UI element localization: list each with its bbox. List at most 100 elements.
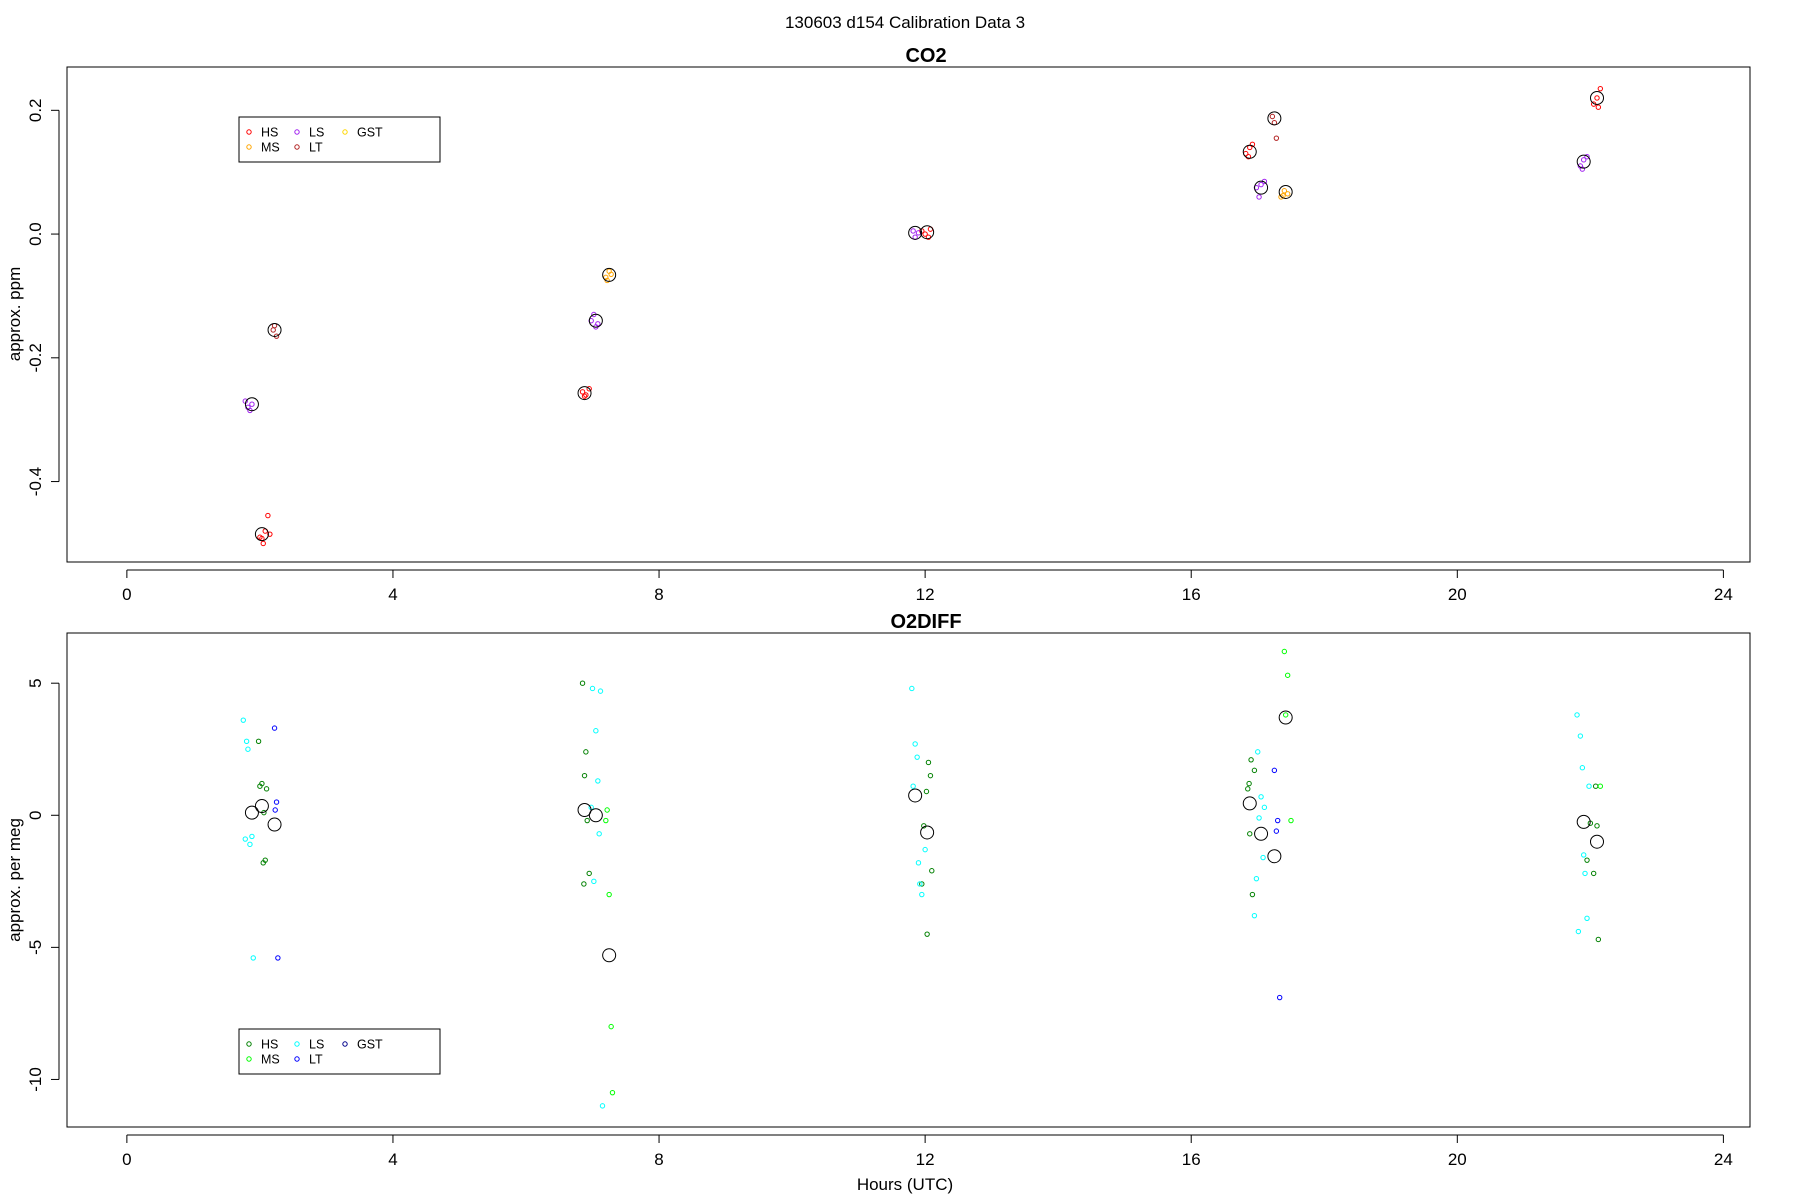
o2diff-point-ls <box>1577 733 1584 739</box>
co2-point-ls <box>1584 154 1590 160</box>
co2-axis-ticks: 0 4 8 12 16 20 24 -0.4 -0.2 0.0 0.2 <box>26 98 1733 604</box>
o2diff-point-ls <box>596 831 602 837</box>
co2-legend-marker-gst <box>342 129 348 135</box>
o2diff-legend-label-gst: GST <box>357 1038 383 1052</box>
o2diff-mean-marker <box>1590 834 1604 849</box>
o2diff-point-ls <box>1580 852 1587 858</box>
co2-point-ls <box>1579 166 1586 172</box>
o2diff-point-ls <box>1584 915 1590 922</box>
co2-mean-marker <box>1576 154 1591 169</box>
co2-y-tick-label: -0.2 <box>26 343 45 372</box>
x-axis-label: Hours (UTC) <box>857 1175 953 1194</box>
co2-point-hs <box>586 386 592 392</box>
co2-y-tick-label: 0.2 <box>26 98 45 122</box>
co2-x-tick-label: 12 <box>916 585 935 604</box>
co2-point-hs <box>922 231 928 237</box>
o2diff-point-ls <box>917 881 923 887</box>
co2-point-hs <box>1595 104 1602 110</box>
o2diff-legend-label-ms: MS <box>261 1053 280 1067</box>
o2diff-point-hs <box>925 759 932 766</box>
o2diff-point-ls <box>249 833 255 840</box>
o2diff-mean-marker <box>267 817 282 832</box>
co2-point-hs <box>583 392 589 398</box>
o2diff-mean-marker <box>908 788 923 803</box>
co2-mean-marker <box>920 225 935 240</box>
co2-point-hs <box>267 531 273 537</box>
o2diff-point-ls <box>1256 815 1262 821</box>
co2-panel: CO2 approx. ppm 0 4 8 12 16 20 24 -0.4 -0.2 0.0 0.… <box>5 45 1751 604</box>
o2diff-point-ls <box>1261 804 1268 811</box>
co2-point-ls <box>1580 157 1587 163</box>
o2diff-x-tick-label: 0 <box>122 1150 131 1169</box>
co2-point-ms <box>608 271 614 277</box>
o2diff-point-hs <box>1248 757 1254 763</box>
o2diff-point-ls <box>242 836 248 842</box>
co2-mean-markers <box>244 90 1604 542</box>
o2diff-point-hs <box>1592 783 1599 789</box>
co2-point-ls <box>1256 194 1262 200</box>
o2diff-point-ms <box>1281 648 1288 655</box>
o2diff-legend-box <box>238 1028 441 1075</box>
o2diff-y-tick-label: 5 <box>26 678 45 687</box>
o2diff-point-hs <box>255 738 262 745</box>
o2diff-legend-marker-ms <box>246 1056 252 1062</box>
o2diff-x-tick-label: 20 <box>1448 1150 1467 1169</box>
o2diff-point-ls <box>919 891 925 898</box>
o2diff-point-hs <box>263 786 270 792</box>
o2diff-mean-marker <box>254 799 269 814</box>
co2-y-tick-label: 0.0 <box>26 222 45 246</box>
co2-mean-marker <box>1278 184 1293 199</box>
o2diff-point-ls <box>912 741 918 747</box>
o2diff-point-hs <box>1249 891 1256 898</box>
o2diff-mean-marker <box>577 802 592 817</box>
o2diff-legend-marker-hs <box>246 1041 252 1047</box>
o2diff-x-tick-label: 12 <box>916 1150 935 1169</box>
o2diff-point-hs <box>1595 936 1602 943</box>
co2-legend-marker-ms <box>246 144 252 150</box>
co2-legend-box <box>238 116 441 163</box>
o2diff-point-ls <box>909 685 915 692</box>
co2-mean-marker <box>602 267 617 282</box>
o2diff-point-hs <box>929 868 935 874</box>
o2diff-point-ms <box>604 807 610 813</box>
o2diff-x-tick-label: 4 <box>388 1150 397 1169</box>
o2diff-point-lt <box>1276 994 1283 1001</box>
o2diff-point-hs <box>919 881 925 887</box>
o2diff-point-hs <box>1590 870 1597 877</box>
o2diff-legend-marker-lt <box>294 1056 300 1062</box>
o2diff-point-ms <box>1597 783 1604 789</box>
co2-x-tick-label: 0 <box>122 585 131 604</box>
co2-mean-marker <box>1242 144 1257 159</box>
o2diff-x-tick-label: 8 <box>654 1150 663 1169</box>
o2diff-point-hs <box>1247 831 1253 837</box>
co2-mean-marker <box>908 225 923 240</box>
o2diff-point-hs <box>923 788 930 795</box>
o2diff-point-hs <box>927 772 934 779</box>
o2diff-mean-markers <box>244 710 1604 963</box>
o2diff-point-ls <box>589 685 596 692</box>
co2-x-tick-label: 4 <box>388 585 397 604</box>
co2-point-hs <box>260 540 266 547</box>
o2diff-point-ls <box>1574 712 1580 718</box>
co2-legend-marker-lt <box>294 144 300 150</box>
co2-point-hs <box>1594 95 1600 101</box>
co2-point-ls <box>249 401 255 407</box>
o2diff-mean-marker <box>1267 849 1282 864</box>
o2diff-point-ls <box>247 841 253 848</box>
co2-y-tick-label: -0.4 <box>26 467 45 496</box>
o2diff-point-hs <box>581 881 587 887</box>
o2diff-x-tick-label: 24 <box>1714 1150 1733 1169</box>
co2-point-ls <box>910 228 916 234</box>
co2-mean-marker <box>1267 111 1282 126</box>
co2-data-points <box>242 85 1604 547</box>
co2-mean-marker <box>267 322 282 337</box>
o2diff-point-ms <box>608 1023 614 1030</box>
o2diff-mean-marker <box>244 805 259 820</box>
co2-legend-marker-ls <box>294 129 300 135</box>
o2diff-point-lt <box>1271 767 1278 774</box>
o2diff-point-lt <box>1273 828 1280 834</box>
co2-legend-label-lt: LT <box>309 141 323 155</box>
